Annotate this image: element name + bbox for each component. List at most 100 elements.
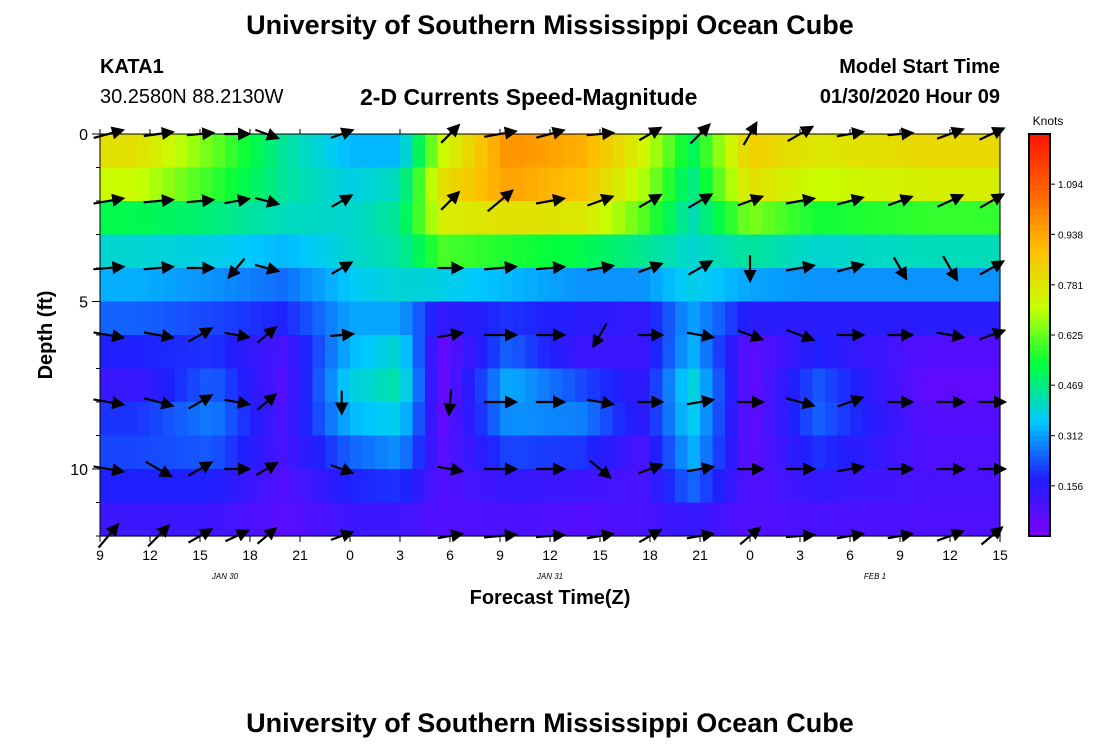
heatmap-cell xyxy=(737,134,751,169)
heatmap-cell xyxy=(912,469,926,504)
heatmap-cell xyxy=(762,402,776,437)
heatmap-cell xyxy=(287,335,301,370)
heatmap-cell xyxy=(587,201,601,236)
colorbar-segment xyxy=(1029,224,1050,231)
heatmap-cell xyxy=(537,435,551,470)
heatmap-cell xyxy=(512,301,526,336)
heatmap-cell xyxy=(812,402,826,437)
heatmap-cell xyxy=(712,167,726,202)
heatmap-cell xyxy=(150,201,164,236)
heatmap-cell xyxy=(750,167,764,202)
heatmap-cell xyxy=(887,335,901,370)
heatmap-cell xyxy=(350,502,364,537)
heatmap-cell xyxy=(412,234,426,269)
heatmap-cell xyxy=(475,268,489,303)
heatmap-cell xyxy=(300,301,314,336)
heatmap-cell xyxy=(337,301,351,336)
heatmap-cell xyxy=(250,301,264,336)
heatmap-cell xyxy=(150,134,164,169)
heatmap-cell xyxy=(412,201,426,236)
heatmap-cell xyxy=(450,335,464,370)
heatmap-cell xyxy=(812,502,826,537)
heatmap-cell xyxy=(112,134,126,169)
heatmap-cell xyxy=(262,335,276,370)
heatmap-cell xyxy=(337,469,351,504)
heatmap-cell xyxy=(112,167,126,202)
heatmap-cell xyxy=(587,368,601,403)
heatmap-cell xyxy=(787,234,801,269)
heatmap-cell xyxy=(987,368,1001,403)
heatmap-cell xyxy=(712,234,726,269)
heatmap-cell xyxy=(187,402,201,437)
heatmap-cell xyxy=(187,134,201,169)
heatmap-cell xyxy=(587,402,601,437)
colorbar-segment xyxy=(1029,304,1050,311)
heatmap-cell xyxy=(487,502,501,537)
heatmap-cell xyxy=(600,368,614,403)
heatmap-cell xyxy=(375,368,389,403)
heatmap-cell xyxy=(100,167,114,202)
heatmap-cell xyxy=(375,335,389,370)
colorbar-segment xyxy=(1029,269,1050,276)
heatmap-cell xyxy=(987,167,1001,202)
date-label: JAN 30 xyxy=(211,572,239,581)
heatmap-cell xyxy=(537,402,551,437)
heatmap-cell xyxy=(675,469,689,504)
heatmap-cell xyxy=(100,301,114,336)
current-vector xyxy=(592,322,608,349)
heatmap-cell xyxy=(200,502,214,537)
heatmap-cell xyxy=(762,167,776,202)
heatmap-cell xyxy=(937,402,951,437)
heatmap-cell xyxy=(687,301,701,336)
heatmap-cell xyxy=(562,402,576,437)
heatmap-cell xyxy=(287,301,301,336)
current-vector xyxy=(330,462,355,476)
heatmap-cell xyxy=(512,335,526,370)
heatmap-cell xyxy=(825,234,839,269)
heatmap-cell xyxy=(712,335,726,370)
heatmap-cell xyxy=(350,201,364,236)
heatmap-cell xyxy=(425,402,439,437)
heatmap-cell xyxy=(512,502,526,537)
heatmap-cell xyxy=(862,335,876,370)
current-vector xyxy=(936,328,966,342)
heatmap-cell xyxy=(512,134,526,169)
heatmap-cell xyxy=(537,167,551,202)
colorbar-segment xyxy=(1029,249,1050,256)
colorbar-tick-label: 0.938 xyxy=(1058,230,1083,241)
colorbar-segment xyxy=(1029,460,1050,467)
heatmap-cell xyxy=(175,502,189,537)
heatmap-cell xyxy=(100,134,114,169)
colorbar-segment xyxy=(1029,415,1050,422)
heatmap-cell xyxy=(962,301,976,336)
x-tick-label: 18 xyxy=(642,547,658,563)
heatmap-cell xyxy=(250,335,264,370)
heatmap-cell xyxy=(787,301,801,336)
colorbar-segment xyxy=(1029,219,1050,226)
heatmap-cell xyxy=(812,335,826,370)
heatmap-cell xyxy=(250,469,264,504)
heatmap-cell xyxy=(662,167,676,202)
heatmap-cell xyxy=(637,435,651,470)
heatmap-cell xyxy=(325,134,339,169)
heatmap-cell xyxy=(850,502,864,537)
heatmap-cell xyxy=(437,368,451,403)
heatmap-cell xyxy=(350,335,364,370)
heatmap-cell xyxy=(812,368,826,403)
heatmap-cell xyxy=(412,368,426,403)
heatmap-cell xyxy=(537,134,551,169)
heatmap-cell xyxy=(637,368,651,403)
heatmap-cell xyxy=(862,469,876,504)
heatmap-cell xyxy=(600,335,614,370)
heatmap-cell xyxy=(925,167,939,202)
model-start-label: Model Start Time xyxy=(839,56,1000,78)
heatmap-cell xyxy=(937,368,951,403)
heatmap-cell xyxy=(250,234,264,269)
heatmap-cell xyxy=(112,435,126,470)
heatmap-cell xyxy=(912,435,926,470)
heatmap-cell xyxy=(850,134,864,169)
heatmap-cell xyxy=(587,335,601,370)
heatmap-cell xyxy=(725,335,739,370)
current-vector xyxy=(93,193,126,207)
